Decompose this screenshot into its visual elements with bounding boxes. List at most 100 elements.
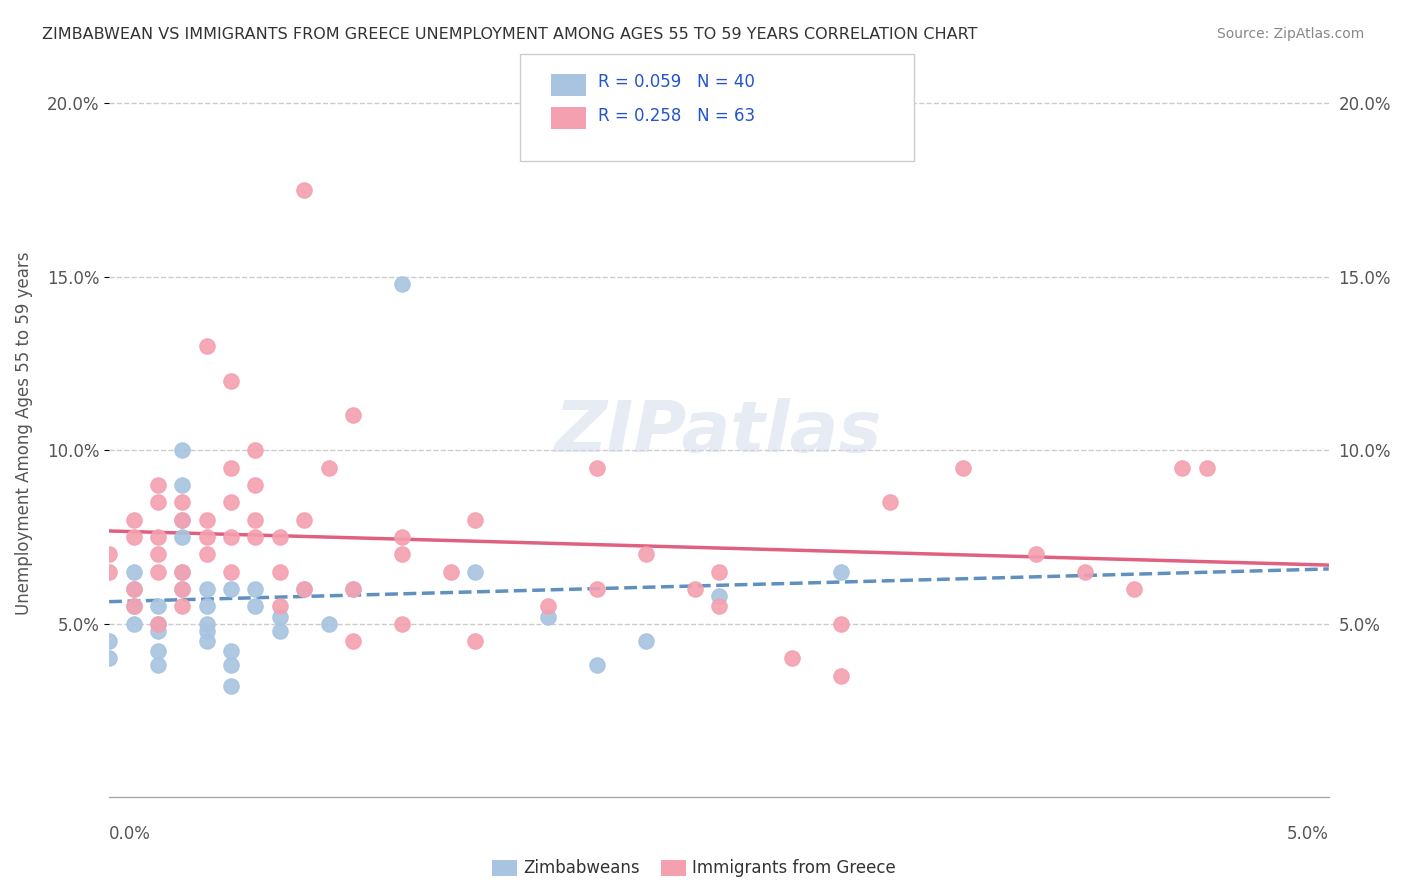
Point	[195, 582, 218, 596]
Point	[172, 565, 194, 579]
Point	[122, 582, 145, 596]
Point	[830, 616, 852, 631]
Point	[464, 634, 486, 648]
Point	[219, 644, 242, 658]
Point	[707, 599, 730, 614]
Point	[391, 530, 413, 544]
Point	[122, 599, 145, 614]
Point	[195, 339, 218, 353]
Text: ZIPatlas: ZIPatlas	[555, 399, 883, 467]
Point	[172, 599, 194, 614]
Point	[292, 582, 315, 596]
Text: 0.0%: 0.0%	[110, 825, 150, 843]
Point	[98, 651, 121, 665]
Point	[586, 582, 609, 596]
Point	[98, 634, 121, 648]
Point	[318, 460, 340, 475]
Point	[292, 512, 315, 526]
Point	[122, 582, 145, 596]
Point	[269, 565, 291, 579]
Point	[683, 582, 706, 596]
Text: Source: ZipAtlas.com: Source: ZipAtlas.com	[1216, 27, 1364, 41]
Point	[537, 599, 560, 614]
Point	[464, 565, 486, 579]
Point	[146, 616, 169, 631]
Point	[219, 374, 242, 388]
Point	[172, 530, 194, 544]
Point	[195, 634, 218, 648]
Point	[122, 512, 145, 526]
Point	[146, 624, 169, 638]
Point	[342, 634, 364, 648]
Text: Immigrants from Greece: Immigrants from Greece	[692, 859, 896, 877]
Text: ZIMBABWEAN VS IMMIGRANTS FROM GREECE UNEMPLOYMENT AMONG AGES 55 TO 59 YEARS CORR: ZIMBABWEAN VS IMMIGRANTS FROM GREECE UNE…	[42, 27, 977, 42]
Point	[269, 530, 291, 544]
Point	[172, 582, 194, 596]
Point	[342, 582, 364, 596]
Point	[146, 644, 169, 658]
Point	[1195, 460, 1218, 475]
Text: R = 0.258   N = 63: R = 0.258 N = 63	[598, 107, 755, 125]
Point	[219, 565, 242, 579]
Point	[342, 582, 364, 596]
Y-axis label: Unemployment Among Ages 55 to 59 years: Unemployment Among Ages 55 to 59 years	[15, 251, 32, 615]
Point	[122, 616, 145, 631]
Point	[146, 547, 169, 561]
Point	[586, 460, 609, 475]
Point	[1025, 547, 1047, 561]
Point	[195, 616, 218, 631]
Point	[952, 460, 974, 475]
Point	[537, 609, 560, 624]
Point	[780, 651, 803, 665]
Text: R = 0.059   N = 40: R = 0.059 N = 40	[598, 73, 755, 91]
Point	[1171, 460, 1194, 475]
Point	[707, 565, 730, 579]
Point	[342, 409, 364, 423]
Point	[269, 609, 291, 624]
Point	[195, 530, 218, 544]
Point	[219, 582, 242, 596]
Point	[464, 512, 486, 526]
Point	[172, 478, 194, 492]
Point	[292, 582, 315, 596]
Point	[146, 599, 169, 614]
Point	[439, 565, 461, 579]
Point	[219, 658, 242, 673]
Point	[98, 565, 121, 579]
Point	[172, 443, 194, 458]
Point	[1122, 582, 1144, 596]
Point	[146, 658, 169, 673]
Point	[830, 565, 852, 579]
Point	[195, 512, 218, 526]
Point	[195, 547, 218, 561]
Point	[219, 460, 242, 475]
Point	[122, 530, 145, 544]
Text: 5.0%: 5.0%	[1286, 825, 1329, 843]
Point	[879, 495, 901, 509]
Point	[391, 277, 413, 291]
Point	[245, 530, 267, 544]
Point	[146, 495, 169, 509]
Point	[634, 634, 657, 648]
Point	[122, 565, 145, 579]
Text: Zimbabweans: Zimbabweans	[523, 859, 640, 877]
Point	[269, 624, 291, 638]
Point	[219, 530, 242, 544]
Point	[245, 478, 267, 492]
Point	[245, 582, 267, 596]
Point	[172, 582, 194, 596]
Point	[98, 547, 121, 561]
Point	[245, 599, 267, 614]
Point	[172, 512, 194, 526]
Point	[245, 443, 267, 458]
Point	[292, 183, 315, 197]
Point	[146, 616, 169, 631]
Point	[146, 478, 169, 492]
Point	[707, 589, 730, 603]
Point	[830, 669, 852, 683]
Point	[195, 624, 218, 638]
Point	[391, 547, 413, 561]
Point	[634, 547, 657, 561]
Point	[122, 599, 145, 614]
Point	[146, 565, 169, 579]
